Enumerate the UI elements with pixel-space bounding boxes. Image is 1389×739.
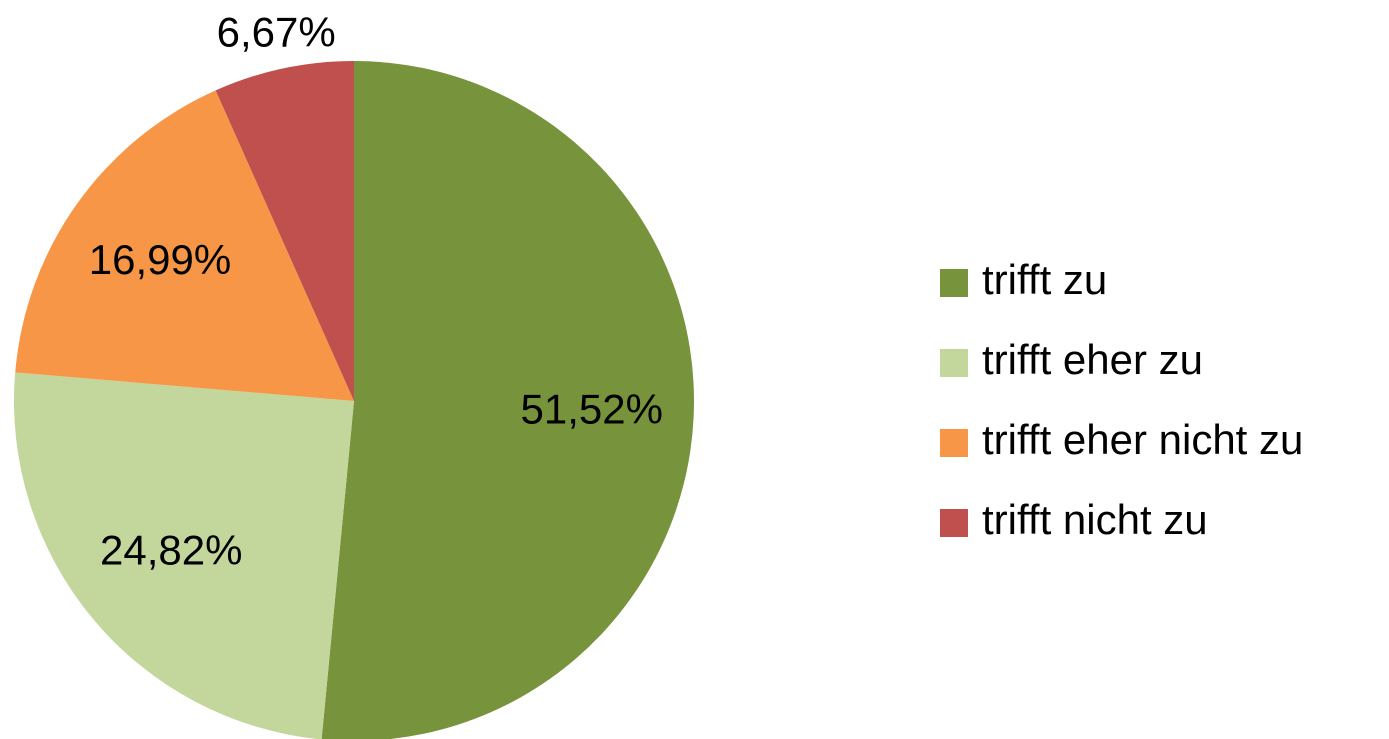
data-label: 6,67% (217, 8, 336, 55)
data-label: 51,52% (521, 385, 663, 432)
legend-label: trifft eher zu (982, 336, 1203, 383)
data-label: 24,82% (100, 527, 242, 574)
legend-swatch (940, 349, 968, 377)
pie-slice (14, 372, 354, 739)
legend-swatch (940, 269, 968, 297)
data-label: 16,99% (89, 236, 231, 283)
legend-label: trifft nicht zu (982, 496, 1208, 543)
pie-slice (321, 61, 694, 739)
legend-label: trifft zu (982, 256, 1107, 303)
pie-slice (15, 90, 354, 401)
legend-swatch (940, 429, 968, 457)
legend-swatch (940, 509, 968, 537)
pie-slice (215, 61, 354, 401)
legend-label: trifft eher nicht zu (982, 416, 1303, 463)
